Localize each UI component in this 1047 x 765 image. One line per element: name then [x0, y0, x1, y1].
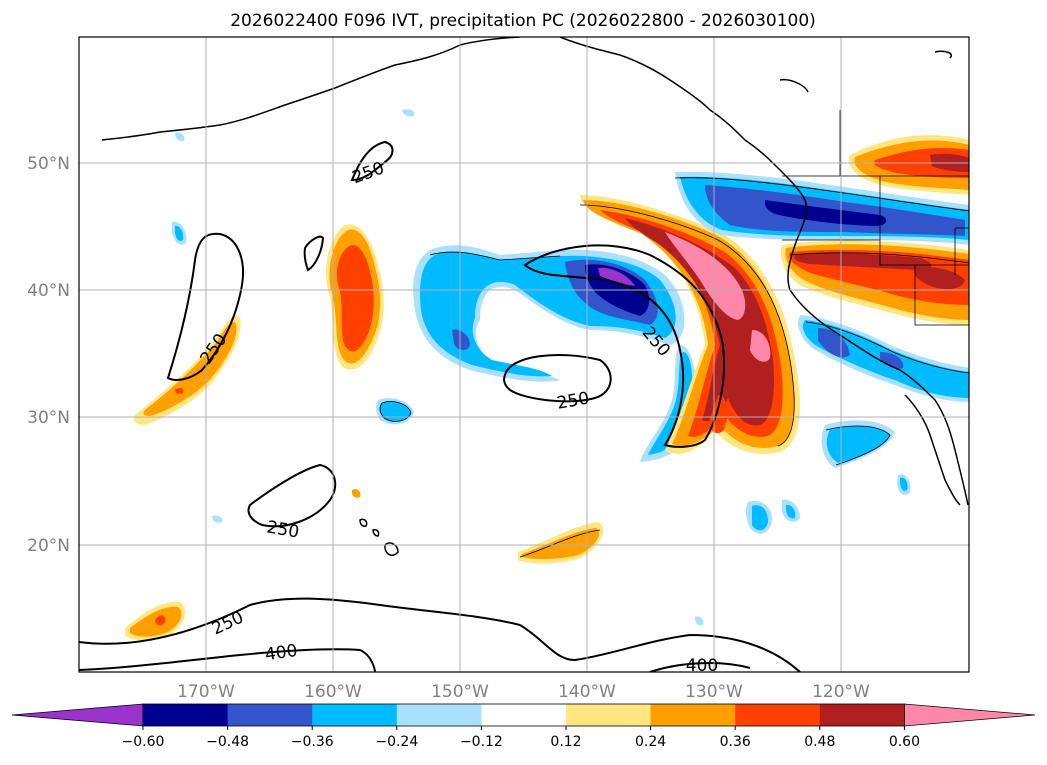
positive-anomaly-region: [522, 528, 599, 560]
colorbar-label: −0.36: [291, 734, 334, 750]
colorbar-segment: [227, 704, 313, 726]
negative-anomaly-region: [175, 225, 184, 241]
contour-label: 400: [264, 641, 299, 665]
contour-label: 400: [686, 656, 718, 676]
positive-anomaly-region: [665, 232, 746, 320]
negative-anomaly-region: [695, 616, 704, 626]
lat-label: 20°N: [27, 536, 70, 556]
colorbar-segment: [566, 704, 652, 726]
negative-anomaly-region: [764, 200, 887, 226]
colorbar-segment: [481, 704, 567, 726]
lon-label: 120°W: [812, 682, 870, 702]
lon-label: 170°W: [177, 682, 235, 702]
positive-anomaly-region: [175, 387, 184, 394]
positive-anomaly-region: [155, 615, 166, 626]
negative-anomaly-region: [402, 109, 415, 117]
colorbar-segment: [396, 704, 482, 726]
negative-anomaly-region: [175, 132, 185, 142]
negative-anomaly-region: [379, 401, 411, 422]
positive-anomaly-region: [750, 330, 771, 362]
longitude-labels: 170°W 160°W 150°W 140°W 130°W 120°W: [177, 682, 870, 702]
shading-outlines: [379, 177, 969, 558]
colorbar-segment: [312, 704, 398, 726]
colorbar-label: 0.24: [635, 734, 666, 750]
positive-anomaly-region: [336, 245, 374, 352]
colorbar-label: 0.60: [889, 734, 920, 750]
chart-title: 2026022400 F096 IVT, precipitation PC (2…: [230, 11, 816, 31]
contour-label: 250: [555, 388, 590, 413]
positive-anomaly-region: [351, 489, 361, 498]
gridlines: [79, 37, 969, 672]
colorbar-arrow-low: [11, 703, 144, 727]
negative-anomaly-region: [452, 329, 470, 351]
map-frame: [78, 36, 970, 673]
lat-label: 40°N: [27, 281, 70, 301]
colorbar-label: −0.48: [206, 734, 249, 750]
latitude-labels: 50°N 40°N 30°N 20°N: [27, 154, 70, 556]
contour-label: 250: [209, 608, 247, 640]
map-area: [79, 37, 969, 672]
lon-label: 140°W: [558, 682, 616, 702]
negative-anomaly-region: [598, 267, 635, 286]
coastlines: [101, 37, 969, 556]
colorbar-label: −0.12: [460, 734, 503, 750]
lat-label: 50°N: [27, 154, 70, 174]
colorbar-label: 0.48: [804, 734, 835, 750]
colorbar-label: −0.24: [375, 734, 418, 750]
colorbar-arrow-high: [904, 703, 1036, 727]
negative-anomaly-region: [818, 328, 850, 358]
negative-anomaly-region: [900, 477, 908, 491]
lon-label: 160°W: [304, 682, 362, 702]
lat-label: 30°N: [27, 408, 70, 428]
state-boundaries: [782, 110, 969, 326]
negative-anomaly-region: [880, 352, 904, 369]
positive-anomaly-region: [625, 218, 774, 426]
lon-label: 130°W: [685, 682, 743, 702]
colorbar-segment: [143, 704, 229, 726]
positive-anomaly-region: [914, 267, 965, 290]
lon-label: 150°W: [431, 682, 489, 702]
negative-anomaly-region: [826, 425, 890, 463]
colorbar-label: 0.36: [720, 734, 751, 750]
ivt-contours: [79, 140, 801, 672]
colorbar-label: −0.60: [122, 734, 165, 750]
colorbar-label: 0.12: [550, 734, 581, 750]
negative-anomaly-region: [786, 504, 796, 519]
colorbar-outline: [142, 703, 905, 727]
contour-label: 250: [265, 517, 300, 542]
colorbar: −0.60 −0.48 −0.36 −0.24 −0.12 0.12 0.24 0.36 0.4…: [11, 703, 1036, 750]
colorbar-segment: [819, 704, 905, 726]
colorbar-segment: [650, 704, 736, 726]
colorbar-segment: [735, 704, 821, 726]
negative-anomaly-region: [212, 515, 223, 523]
negative-anomaly-region: [752, 505, 768, 531]
positive-anomaly-region: [143, 321, 237, 416]
positive-anomaly-region: [794, 253, 932, 270]
